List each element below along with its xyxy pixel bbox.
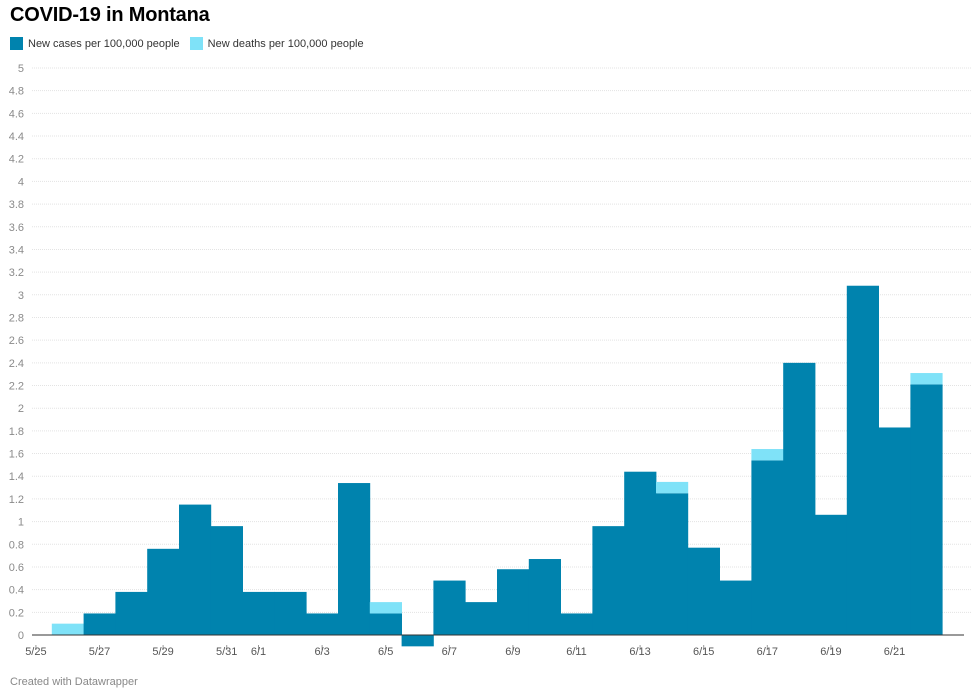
y-tick-label: 3 bbox=[18, 290, 24, 302]
x-tick-label: 6/3 bbox=[314, 646, 329, 658]
y-tick-label: 0.8 bbox=[9, 539, 24, 551]
bar-cases-6-9 bbox=[497, 569, 530, 635]
y-tick-label: 4.4 bbox=[9, 131, 24, 143]
y-tick-label: 1 bbox=[18, 517, 24, 529]
legend-item-deaths: New deaths per 100,000 people bbox=[189, 37, 364, 50]
x-tick-label: 6/17 bbox=[757, 646, 778, 658]
y-tick-label: 1.4 bbox=[9, 471, 24, 483]
x-tick-label: 5/25 bbox=[25, 646, 46, 658]
y-tick-label: 2.2 bbox=[9, 381, 24, 393]
x-tick-label: 5/27 bbox=[89, 646, 110, 658]
y-tick-label: 4.6 bbox=[9, 108, 24, 120]
x-tick-label: 6/21 bbox=[884, 646, 905, 658]
bar-cases-6-18 bbox=[783, 362, 816, 635]
bar-cases-6-20 bbox=[846, 285, 879, 635]
y-tick-label: 1.2 bbox=[9, 494, 24, 506]
y-tick-label: 3.2 bbox=[9, 267, 24, 279]
bar-cases-6-22 bbox=[910, 384, 943, 635]
x-tick-label: 6/9 bbox=[505, 646, 520, 658]
y-tick-label: 1.8 bbox=[9, 426, 24, 438]
bar-cases-6-11 bbox=[560, 613, 593, 635]
legend-swatch-cases bbox=[10, 37, 23, 50]
y-tick-label: 2 bbox=[18, 403, 24, 415]
bar-cases-6-14 bbox=[656, 493, 689, 635]
y-tick-label: 2.4 bbox=[9, 358, 24, 370]
bar-cases-6-17 bbox=[751, 460, 784, 635]
bar-cases-6-8 bbox=[465, 602, 498, 635]
y-tick-label: 3.4 bbox=[9, 244, 24, 256]
y-tick-label: 1.6 bbox=[9, 449, 24, 461]
legend-swatch-deaths bbox=[189, 37, 203, 50]
bars bbox=[51, 285, 943, 647]
bar-cases-6-6 bbox=[401, 635, 434, 647]
bar-cases-6-13 bbox=[624, 471, 657, 635]
x-tick-label: 6/1 bbox=[251, 646, 266, 658]
bar-cases-6-12 bbox=[592, 526, 625, 635]
bar-cases-6-2 bbox=[274, 591, 307, 635]
x-tick-label: 5/29 bbox=[152, 646, 173, 658]
y-tick-label: 4 bbox=[18, 176, 24, 188]
x-axis: 5/25 5/27 5/29 5/31 6/1 6/3 6/5 6/7 6/9 6/11 6/13 6… bbox=[25, 645, 905, 658]
x-tick-label: 5/31 bbox=[216, 646, 237, 658]
y-tick-label: 2.8 bbox=[9, 312, 24, 324]
y-tick-label: 0.6 bbox=[9, 562, 24, 574]
y-tick-label: 3.6 bbox=[9, 222, 24, 234]
x-tick-label: 6/13 bbox=[629, 646, 650, 658]
bar-cases-5-31 bbox=[210, 526, 243, 635]
bar-cases-6-5 bbox=[369, 613, 402, 635]
bar-deaths-6-22 bbox=[910, 373, 943, 385]
y-tick-label: 0.2 bbox=[9, 607, 24, 619]
x-tick-label: 6/19 bbox=[820, 646, 841, 658]
x-tick-label: 6/7 bbox=[442, 646, 457, 658]
legend-label-cases: New cases per 100,000 people bbox=[28, 37, 180, 50]
y-tick-label: 2.6 bbox=[9, 335, 24, 347]
y-tick-label: 4.2 bbox=[9, 154, 24, 166]
bar-cases-5-28 bbox=[115, 591, 148, 635]
chart-title: COVID-19 in Montana bbox=[10, 4, 210, 26]
bar-cases-6-10 bbox=[528, 559, 561, 635]
bar-deaths-6-14 bbox=[656, 481, 689, 494]
bar-cases-6-19 bbox=[815, 514, 848, 635]
footer-credit: Created with Datawrapper bbox=[10, 676, 138, 688]
bar-cases-6-15 bbox=[687, 547, 720, 635]
x-tick-label: 6/11 bbox=[566, 646, 587, 658]
bar-deaths-5-26 bbox=[51, 623, 84, 635]
bar-deaths-6-17 bbox=[751, 449, 784, 461]
legend-item-cases: New cases per 100,000 people bbox=[10, 37, 180, 50]
bar-cases-6-21 bbox=[878, 427, 911, 635]
y-tick-label: 0.4 bbox=[9, 585, 24, 597]
legend-label-deaths: New deaths per 100,000 people bbox=[207, 37, 364, 50]
bar-cases-6-16 bbox=[719, 580, 752, 635]
y-tick-label: 3.8 bbox=[9, 199, 24, 211]
bar-cases-5-30 bbox=[179, 504, 212, 635]
y-tick-label: 5 bbox=[18, 63, 24, 75]
bar-cases-6-1 bbox=[242, 591, 275, 635]
x-tick-label: 6/5 bbox=[378, 646, 393, 658]
bar-cases-5-29 bbox=[147, 548, 180, 635]
y-tick-label: 4.8 bbox=[9, 86, 24, 98]
bar-cases-5-27 bbox=[83, 613, 116, 635]
y-tick-label: 0 bbox=[18, 630, 24, 642]
bar-cases-6-7 bbox=[433, 580, 466, 635]
y-axis: 0 0.2 0.4 0.6 0.8 1 1.2 1.4 1.6 1.8 2 2.2 2.4 2.6 2.8 3… bbox=[9, 63, 24, 642]
bar-cases-6-3 bbox=[306, 613, 339, 635]
bar-cases-6-4 bbox=[338, 483, 371, 635]
bar-deaths-6-5 bbox=[369, 602, 402, 614]
x-tick-label: 6/15 bbox=[693, 646, 714, 658]
legend: New cases per 100,000 people New deaths … bbox=[10, 37, 374, 50]
